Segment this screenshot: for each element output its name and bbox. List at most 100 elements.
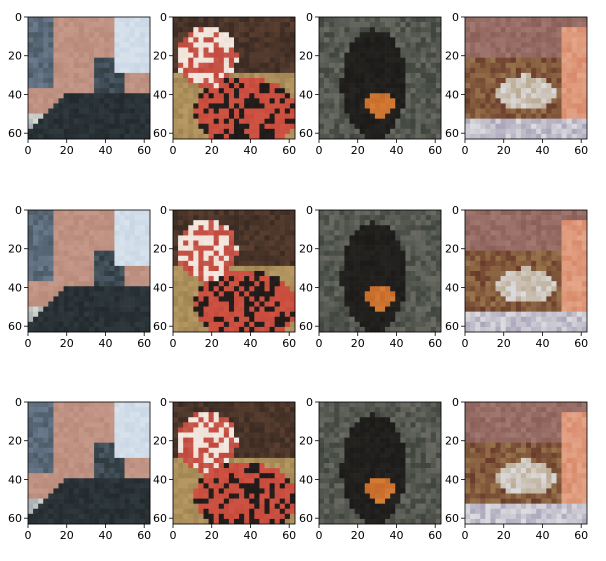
- image-pixel-block: [53, 402, 59, 408]
- image-pixel-block: [124, 402, 130, 408]
- image-pixel-block: [218, 250, 225, 257]
- image-pixel-block: [369, 321, 376, 328]
- image-pixel-block: [405, 108, 411, 114]
- image-pixel-block: [369, 133, 376, 140]
- image-pixel-block: [369, 113, 376, 119]
- image-pixel-block: [289, 235, 296, 241]
- image-pixel-block: [571, 255, 578, 262]
- image-pixel-block: [359, 316, 366, 323]
- image-pixel-block: [173, 240, 179, 246]
- image-pixel-block: [193, 83, 199, 89]
- image-pixel-block: [139, 103, 146, 109]
- image-pixel-block: [390, 37, 396, 43]
- image-pixel-block: [566, 88, 573, 94]
- image-pixel-block: [551, 42, 557, 48]
- image-pixel-block: [73, 225, 80, 231]
- image-pixel-block: [73, 311, 80, 318]
- image-pixel-block: [385, 133, 391, 140]
- image-pixel-block: [114, 210, 120, 216]
- image-pixel-block: [410, 72, 416, 79]
- image-pixel-block: [395, 103, 401, 109]
- image-pixel-block: [400, 52, 406, 58]
- image-pixel-block: [571, 72, 578, 79]
- image-pixel-block: [359, 210, 366, 216]
- image-pixel-block: [354, 250, 360, 257]
- image-pixel-block: [369, 62, 376, 69]
- image-pixel-block: [104, 225, 110, 231]
- image-pixel-block: [53, 27, 59, 33]
- image-pixel-block: [470, 240, 476, 246]
- image-pixel-block: [374, 52, 381, 58]
- image-pixel-block: [526, 316, 532, 323]
- image-pixel-block: [48, 402, 54, 408]
- image-pixel-block: [144, 210, 151, 216]
- image-pixel-block: [546, 230, 552, 236]
- image-pixel-block: [500, 220, 506, 226]
- image-pixel-block: [73, 22, 80, 28]
- image-pixel-block: [349, 128, 355, 135]
- y-tick-label: 60: [153, 320, 167, 333]
- image-pixel-block: [546, 260, 552, 267]
- image-pixel-block: [99, 316, 105, 323]
- image-pixel-block: [395, 133, 401, 140]
- image-pixel-block: [249, 316, 255, 323]
- image-pixel-block: [188, 113, 194, 119]
- image-pixel-block: [515, 72, 522, 79]
- image-pixel-block: [198, 62, 204, 69]
- image-pixel-block: [415, 210, 421, 216]
- image-pixel-block: [485, 57, 491, 64]
- image-pixel-block: [109, 62, 115, 69]
- image-pixel-block: [349, 306, 355, 312]
- image-pixel-block: [480, 78, 486, 84]
- image-pixel-block: [28, 437, 34, 443]
- image-pixel-block: [405, 78, 411, 84]
- image-pixel-block: [354, 118, 360, 125]
- image-pixel-block: [28, 27, 34, 33]
- image-pixel-block: [390, 62, 396, 69]
- image-pixel-block: [485, 17, 491, 23]
- image-pixel-block: [380, 27, 386, 33]
- image-pixel-block: [109, 412, 115, 418]
- image-pixel-block: [526, 240, 532, 246]
- image-pixel-block: [349, 250, 355, 257]
- image-pixel-block: [515, 42, 522, 48]
- image-pixel-block: [364, 250, 371, 257]
- image-pixel-block: [354, 225, 360, 231]
- image-pixel-block: [119, 88, 125, 94]
- image-pixel-block: [139, 83, 146, 89]
- image-pixel-block: [178, 316, 184, 323]
- image-pixel-block: [480, 265, 486, 272]
- image-pixel-block: [213, 98, 220, 104]
- image-pixel-block: [510, 265, 517, 272]
- image-pixel-block: [510, 316, 517, 323]
- image-pixel-block: [536, 311, 542, 318]
- image-pixel-block: [213, 37, 220, 43]
- image-pixel-block: [264, 128, 270, 135]
- image-pixel-block: [339, 42, 345, 48]
- image-pixel-block: [144, 32, 151, 38]
- image-pixel-block: [324, 62, 330, 69]
- image-pixel-block: [43, 422, 49, 428]
- image-pixel-block: [198, 42, 204, 48]
- image-pixel-block: [63, 427, 69, 433]
- image-pixel-block: [139, 447, 146, 454]
- image-pixel-block: [144, 72, 151, 79]
- image-pixel-block: [425, 88, 432, 94]
- image-pixel-block: [465, 133, 471, 140]
- image-pixel-block: [228, 37, 235, 43]
- image-pixel-block: [385, 230, 391, 236]
- image-pixel-block: [420, 93, 427, 99]
- image-pixel-block: [124, 88, 130, 94]
- image-pixel-block: [430, 123, 437, 130]
- image-pixel-block: [73, 286, 80, 292]
- image-pixel-block: [83, 255, 90, 262]
- image-pixel-block: [218, 108, 225, 114]
- image-pixel-block: [526, 93, 532, 99]
- image-pixel-block: [53, 265, 59, 272]
- image-pixel-block: [400, 250, 406, 257]
- image-pixel-block: [324, 83, 330, 89]
- image-pixel-block: [83, 220, 90, 226]
- image-pixel-block: [244, 235, 250, 241]
